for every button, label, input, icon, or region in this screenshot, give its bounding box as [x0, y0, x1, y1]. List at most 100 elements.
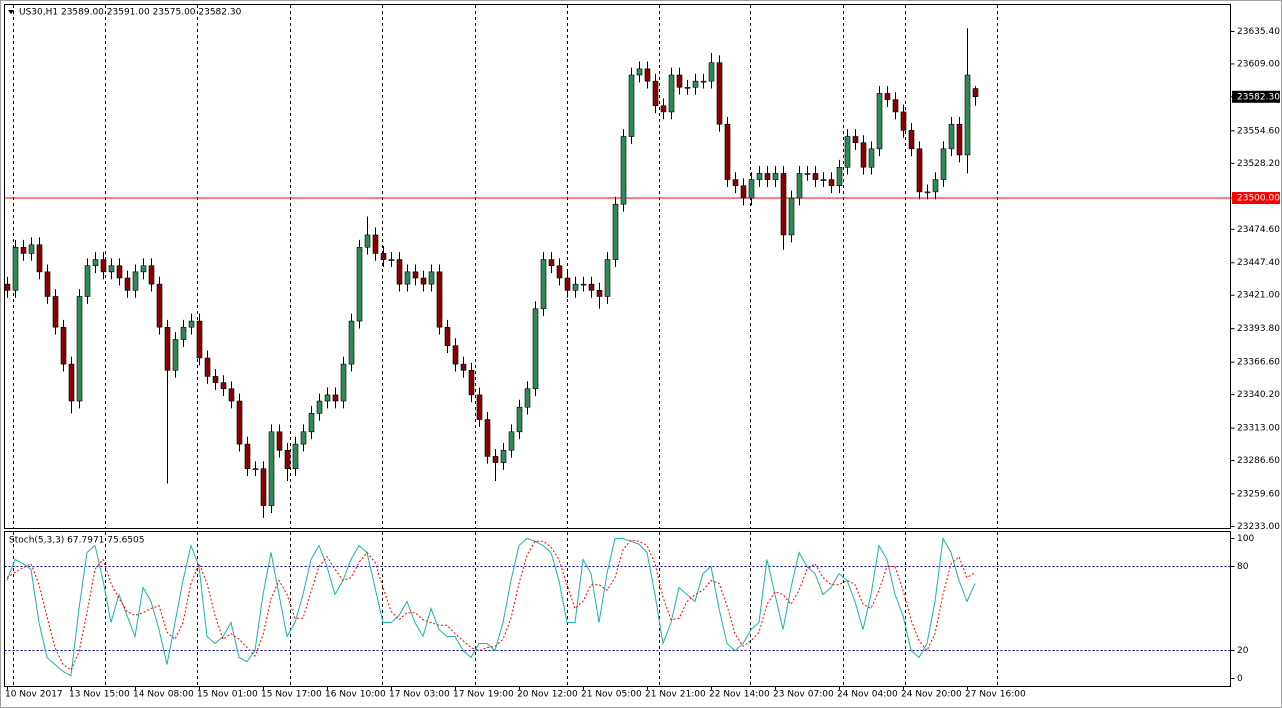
- candle-body: [892, 99, 899, 113]
- y-tick-label: 23233.00: [1237, 522, 1280, 532]
- x-tick-label: 15 Nov 17:00: [261, 690, 322, 700]
- candle-body: [396, 259, 403, 285]
- candle-body: [652, 80, 659, 107]
- candle-body: [180, 326, 187, 340]
- candle-body: [204, 357, 211, 377]
- candle-body: [756, 173, 763, 180]
- candle-body: [812, 173, 819, 180]
- y-tick-label: 100: [1237, 534, 1254, 544]
- candle-body: [52, 296, 59, 328]
- candle-body: [852, 136, 859, 143]
- candle-body: [692, 80, 699, 88]
- candle-body: [404, 271, 411, 285]
- candle-body: [684, 87, 691, 89]
- candle-body: [76, 296, 83, 402]
- candle-body: [60, 326, 67, 365]
- candle-body: [940, 148, 947, 180]
- candle-body: [188, 320, 195, 328]
- stoch-line: [6, 536, 976, 677]
- y-tick-label: 23286.60: [1237, 456, 1280, 466]
- y-tick-label: 23609.00: [1237, 59, 1280, 69]
- candle-body: [732, 179, 739, 187]
- candle-body: [220, 382, 227, 390]
- candle-body: [588, 283, 595, 291]
- candle-body: [140, 265, 147, 273]
- last-price-box: [1232, 90, 1280, 103]
- menu-arrow[interactable]: [8, 10, 14, 14]
- candle-body: [508, 431, 515, 451]
- candle-body: [316, 400, 323, 414]
- candle-body: [532, 308, 539, 390]
- candle-body: [836, 166, 843, 187]
- last-price-label: 23582.30: [1237, 92, 1280, 102]
- candle-body: [252, 468, 259, 471]
- candle-body: [244, 443, 251, 470]
- candle-body: [860, 142, 867, 168]
- candle-body: [20, 246, 27, 254]
- candle-body: [700, 80, 707, 83]
- candle-body: [308, 413, 315, 433]
- candle-body: [476, 394, 483, 420]
- candle-body: [628, 74, 635, 137]
- candle-body: [92, 259, 99, 267]
- candle-body: [156, 283, 163, 328]
- candle-body: [844, 136, 851, 168]
- candle-body: [676, 74, 683, 88]
- candle-body: [612, 203, 619, 260]
- candle-body: [668, 74, 675, 113]
- candle-body: [796, 173, 803, 199]
- candle-body: [596, 290, 603, 297]
- candle-body: [356, 246, 363, 322]
- candle-body: [644, 68, 651, 82]
- candle-body: [292, 443, 299, 470]
- candle-body: [524, 388, 531, 408]
- candle-body: [820, 179, 827, 181]
- candle-body: [116, 265, 123, 279]
- candle-body: [124, 277, 131, 291]
- candle-body: [388, 259, 395, 261]
- price-pane: [4, 4, 1231, 529]
- candle-body: [36, 244, 43, 273]
- chart-title: US30,H1 23589.00 23591.00 23575.00 23582…: [19, 8, 242, 18]
- candle-body: [372, 234, 379, 254]
- candle-body: [44, 271, 51, 297]
- candle-body: [164, 326, 171, 371]
- candle-body: [604, 259, 611, 297]
- candle-body: [972, 88, 979, 98]
- candle-body: [212, 376, 219, 383]
- candle-body: [284, 449, 291, 470]
- candle-body: [380, 253, 387, 260]
- candle-body: [28, 244, 35, 254]
- x-tick-label: 10 Nov 2017: [5, 690, 63, 700]
- x-tick-label: 24 Nov 04:00: [837, 690, 898, 700]
- candle-body: [364, 234, 371, 248]
- candle-body: [420, 277, 427, 285]
- candle-body: [4, 283, 11, 291]
- x-tick-label: 16 Nov 10:00: [325, 690, 386, 700]
- candle-body: [772, 173, 779, 180]
- level-label: 23500.00: [1237, 194, 1280, 204]
- candle-body: [300, 431, 307, 445]
- candle-body: [516, 406, 523, 433]
- candle-body: [500, 449, 507, 463]
- x-tick-label: 15 Nov 01:00: [197, 690, 258, 700]
- candle-body: [572, 283, 579, 291]
- y-tick-label: 80: [1237, 562, 1249, 572]
- x-tick-label: 13 Nov 15:00: [69, 690, 130, 700]
- candle-body: [804, 173, 811, 175]
- candle-body: [436, 271, 443, 328]
- y-tick-label: 23340.20: [1237, 390, 1280, 400]
- candle-body: [276, 431, 283, 451]
- candle-body: [268, 431, 275, 506]
- candle-body: [452, 345, 459, 365]
- x-tick-label: 17 Nov 19:00: [453, 690, 514, 700]
- x-tick-label: 21 Nov 21:00: [645, 690, 706, 700]
- indicator-title: Stoch(5,3,3) 67.7971 75.6505: [9, 536, 144, 546]
- candle-body: [620, 136, 627, 205]
- candle-body: [828, 179, 835, 187]
- candle-body: [932, 179, 939, 193]
- candle-body: [740, 185, 747, 199]
- candle-body: [492, 456, 499, 463]
- candle-body: [948, 123, 955, 150]
